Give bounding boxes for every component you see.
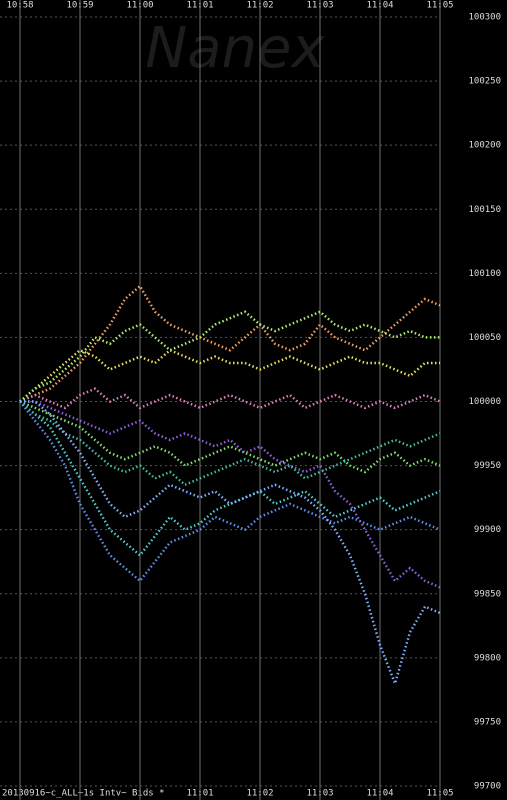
y-tick-label: 99750 [474, 717, 501, 727]
series-line [19, 387, 441, 410]
y-tick-label: 99800 [474, 653, 501, 663]
series-line [19, 348, 440, 403]
x-tick-label: 10:59 [66, 1, 93, 11]
x-tick-label-bottom: 11:03 [306, 789, 333, 799]
x-tick-label: 11:00 [126, 1, 153, 11]
y-tick-label: 99700 [474, 782, 501, 792]
y-tick-label: 100250 [468, 77, 501, 87]
x-tick-label-bottom: 11:02 [246, 789, 273, 799]
series-line [19, 400, 441, 474]
series-line [19, 284, 441, 403]
y-tick-label: 99850 [474, 589, 501, 599]
y-tick-label: 100100 [468, 269, 501, 279]
series-line [19, 310, 440, 403]
series-line [19, 400, 441, 558]
x-tick-label: 11:05 [426, 1, 453, 11]
footer: 20130916~c_ALL~1s Intv~ Bids * [2, 789, 165, 799]
y-tick-label: 100050 [468, 333, 501, 343]
y-tick-label: 99950 [474, 461, 501, 471]
x-tick-label: 11:04 [366, 1, 393, 11]
y-tick-label: 99900 [474, 525, 501, 535]
y-tick-label: 100000 [468, 397, 501, 407]
y-tick-label: 100300 [468, 13, 501, 23]
x-tick-label: 10:58 [6, 1, 33, 11]
x-tick-label: 11:02 [246, 1, 273, 11]
x-tick-label: 11:01 [186, 1, 213, 11]
x-tick-label-bottom: 11:05 [426, 789, 453, 799]
watermark: Nanex [145, 16, 325, 81]
x-tick-label-bottom: 11:04 [366, 789, 393, 799]
x-tick-label: 11:03 [306, 1, 333, 11]
series-line [19, 400, 441, 487]
y-tick-label: 100200 [468, 141, 501, 151]
y-tick-label: 100150 [468, 205, 501, 215]
series-line [20, 400, 441, 589]
x-tick-label-bottom: 11:01 [186, 789, 213, 799]
